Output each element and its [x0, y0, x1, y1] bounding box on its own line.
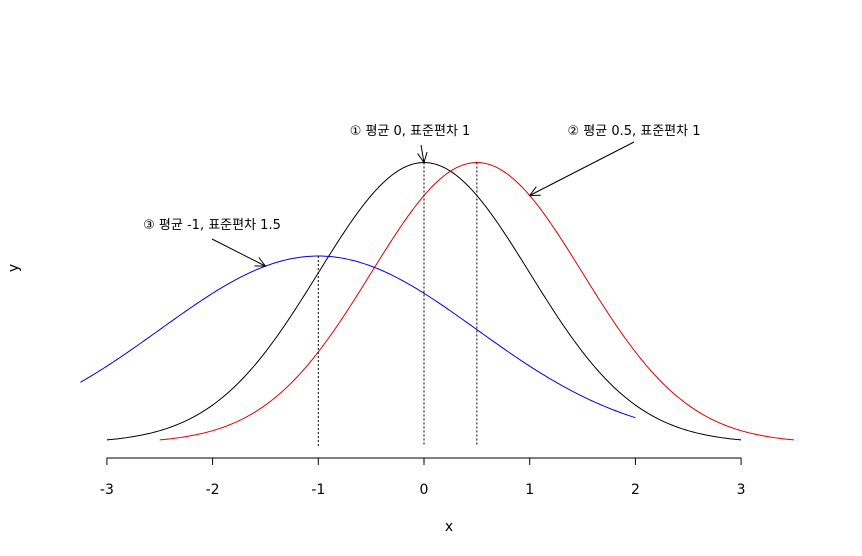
y-axis-title: y [6, 264, 22, 272]
arrow-head-icon [254, 257, 267, 267]
annotation-2: ② 평균 0.5, 표준편차 1 [528, 124, 701, 197]
annotation-label: ② 평균 0.5, 표준편차 1 [567, 124, 700, 139]
annotation-label: ③ 평균 -1, 표준편차 1.5 [143, 218, 281, 233]
series-2-curve [159, 162, 794, 441]
curves-layer [80, 162, 794, 441]
arrow-head-icon [528, 186, 541, 197]
annotation-3: ③ 평균 -1, 표준편차 1.5 [143, 218, 281, 267]
x-tick-label: 1 [525, 482, 534, 498]
reference-lines-layer [317, 162, 478, 446]
x-axis: -3 -2 -1 0 1 2 3 [100, 457, 746, 498]
x-tick-label: 3 [737, 482, 746, 498]
annotation-arrow [420, 144, 425, 163]
x-tick-label: 2 [631, 482, 640, 498]
annotations-layer: ① 평균 0, 표준편차 1 ② 평균 0.5, 표준편차 1 ③ 평균 -1,… [143, 124, 701, 267]
x-tick-label: -3 [100, 482, 114, 498]
annotation-1: ① 평균 0, 표준편차 1 [350, 124, 471, 164]
x-axis-title: x [445, 519, 453, 535]
x-tick-label: 0 [420, 482, 429, 498]
annotation-label: ① 평균 0, 표준편차 1 [350, 124, 471, 139]
x-tick-label: -1 [311, 482, 325, 498]
arrow-head-icon [417, 151, 428, 164]
annotation-arrow [211, 238, 266, 267]
x-tick-label: -2 [206, 482, 220, 498]
annotation-arrow [529, 141, 635, 196]
series-3-curve [80, 255, 636, 419]
